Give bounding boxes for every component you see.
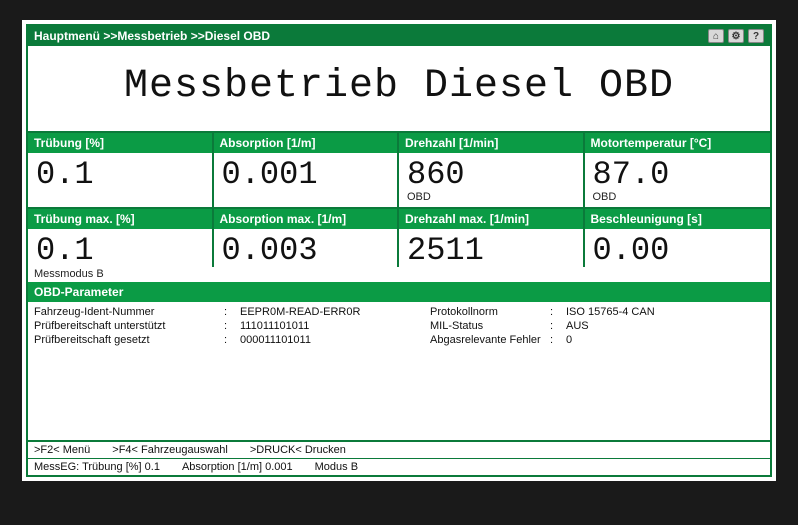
metric-label: Motortemperatur [°C] [585, 133, 771, 153]
obd-key: Fahrzeug-Ident-Nummer [34, 306, 224, 318]
metric-value: 87.0 [585, 153, 771, 191]
metric-label: Absorption [1/m] [214, 133, 398, 153]
status-absorption: Absorption [1/m] 0.001 [182, 461, 293, 473]
obd-key: Protokollnorm [430, 306, 550, 318]
messmodus-label: Messmodus B [28, 267, 770, 282]
colon: : [224, 320, 240, 332]
colon: : [224, 306, 240, 318]
obd-header: OBD-Parameter [28, 282, 770, 302]
metric-label: Trübung max. [%] [28, 209, 212, 229]
obd-value: AUS [566, 320, 696, 332]
help-icon[interactable]: ? [748, 29, 764, 43]
obd-key: MIL-Status [430, 320, 550, 332]
metric-value: 0.1 [28, 229, 212, 267]
obd-value: 0 [566, 334, 696, 346]
metric-absorption: Absorption [1/m] 0.001 [214, 133, 400, 207]
metric-sub [214, 191, 398, 195]
metric-label: Absorption max. [1/m] [214, 209, 398, 229]
f4-vehicle[interactable]: >F4< Fahrzeugauswahl [112, 444, 228, 456]
metric-absorption-max: Absorption max. [1/m] 0.003 [214, 209, 400, 267]
metric-beschleunigung: Beschleunigung [s] 0.00 [585, 209, 771, 267]
metric-value: 0.001 [214, 153, 398, 191]
metric-label: Beschleunigung [s] [585, 209, 771, 229]
metric-value: 0.00 [585, 229, 771, 267]
metrics-row-1: Trübung [%] 0.1 Absorption [1/m] 0.001 D… [28, 133, 770, 209]
metric-label: Drehzahl [1/min] [399, 133, 583, 153]
metric-drehzahl-max: Drehzahl max. [1/min] 2511 [399, 209, 585, 267]
metric-label: Trübung [%] [28, 133, 212, 153]
colon: : [224, 334, 240, 346]
f2-menu[interactable]: >F2< Menü [34, 444, 90, 456]
function-key-bar: >F2< Menü >F4< Fahrzeugauswahl >DRUCK< D… [28, 440, 770, 459]
print-key[interactable]: >DRUCK< Drucken [250, 444, 346, 456]
obd-key: Abgasrelevante Fehler [430, 334, 550, 346]
page-title: Messbetrieb Diesel OBD [28, 46, 770, 133]
metric-value: 0.1 [28, 153, 212, 191]
colon: : [550, 334, 566, 346]
app-window: Hauptmenü >>Messbetrieb >>Diesel OBD ⌂ ⚙… [26, 24, 772, 477]
obd-key: Prüfbereitschaft gesetzt [34, 334, 224, 346]
metric-label: Drehzahl max. [1/min] [399, 209, 583, 229]
metric-motortemp: Motortemperatur [°C] 87.0 OBD [585, 133, 771, 207]
metrics-row-2: Trübung max. [%] 0.1 Absorption max. [1/… [28, 209, 770, 267]
home-icon[interactable]: ⌂ [708, 29, 724, 43]
tool-icon[interactable]: ⚙ [728, 29, 744, 43]
metric-sub: OBD [399, 191, 583, 207]
obd-body: Fahrzeug-Ident-Nummer : EEPR0M-READ-ERR0… [28, 302, 770, 352]
obd-value: 111011101011 [240, 320, 430, 332]
metric-truebung: Trübung [%] 0.1 [28, 133, 214, 207]
metric-value: 0.003 [214, 229, 398, 267]
status-modus: Modus B [315, 461, 358, 473]
colon: : [550, 306, 566, 318]
obd-parameter-panel: OBD-Parameter Fahrzeug-Ident-Nummer : EE… [28, 282, 770, 352]
breadcrumb-bar: Hauptmenü >>Messbetrieb >>Diesel OBD ⌂ ⚙… [28, 26, 770, 46]
breadcrumb: Hauptmenü >>Messbetrieb >>Diesel OBD [34, 29, 270, 43]
colon: : [550, 320, 566, 332]
metric-truebung-max: Trübung max. [%] 0.1 [28, 209, 214, 267]
titlebar-icons: ⌂ ⚙ ? [708, 29, 764, 43]
obd-key: Prüfbereitschaft unterstützt [34, 320, 224, 332]
obd-value: ISO 15765-4 CAN [566, 306, 696, 318]
metric-value: 860 [399, 153, 583, 191]
status-bar: MessEG: Trübung [%] 0.1 Absorption [1/m]… [28, 459, 770, 475]
metric-sub [28, 191, 212, 195]
metric-value: 2511 [399, 229, 583, 267]
obd-value: 000011101011 [240, 334, 430, 346]
obd-value: EEPR0M-READ-ERR0R [240, 306, 430, 318]
metric-drehzahl: Drehzahl [1/min] 860 OBD [399, 133, 585, 207]
status-truebung: MessEG: Trübung [%] 0.1 [34, 461, 160, 473]
metric-sub: OBD [585, 191, 771, 207]
